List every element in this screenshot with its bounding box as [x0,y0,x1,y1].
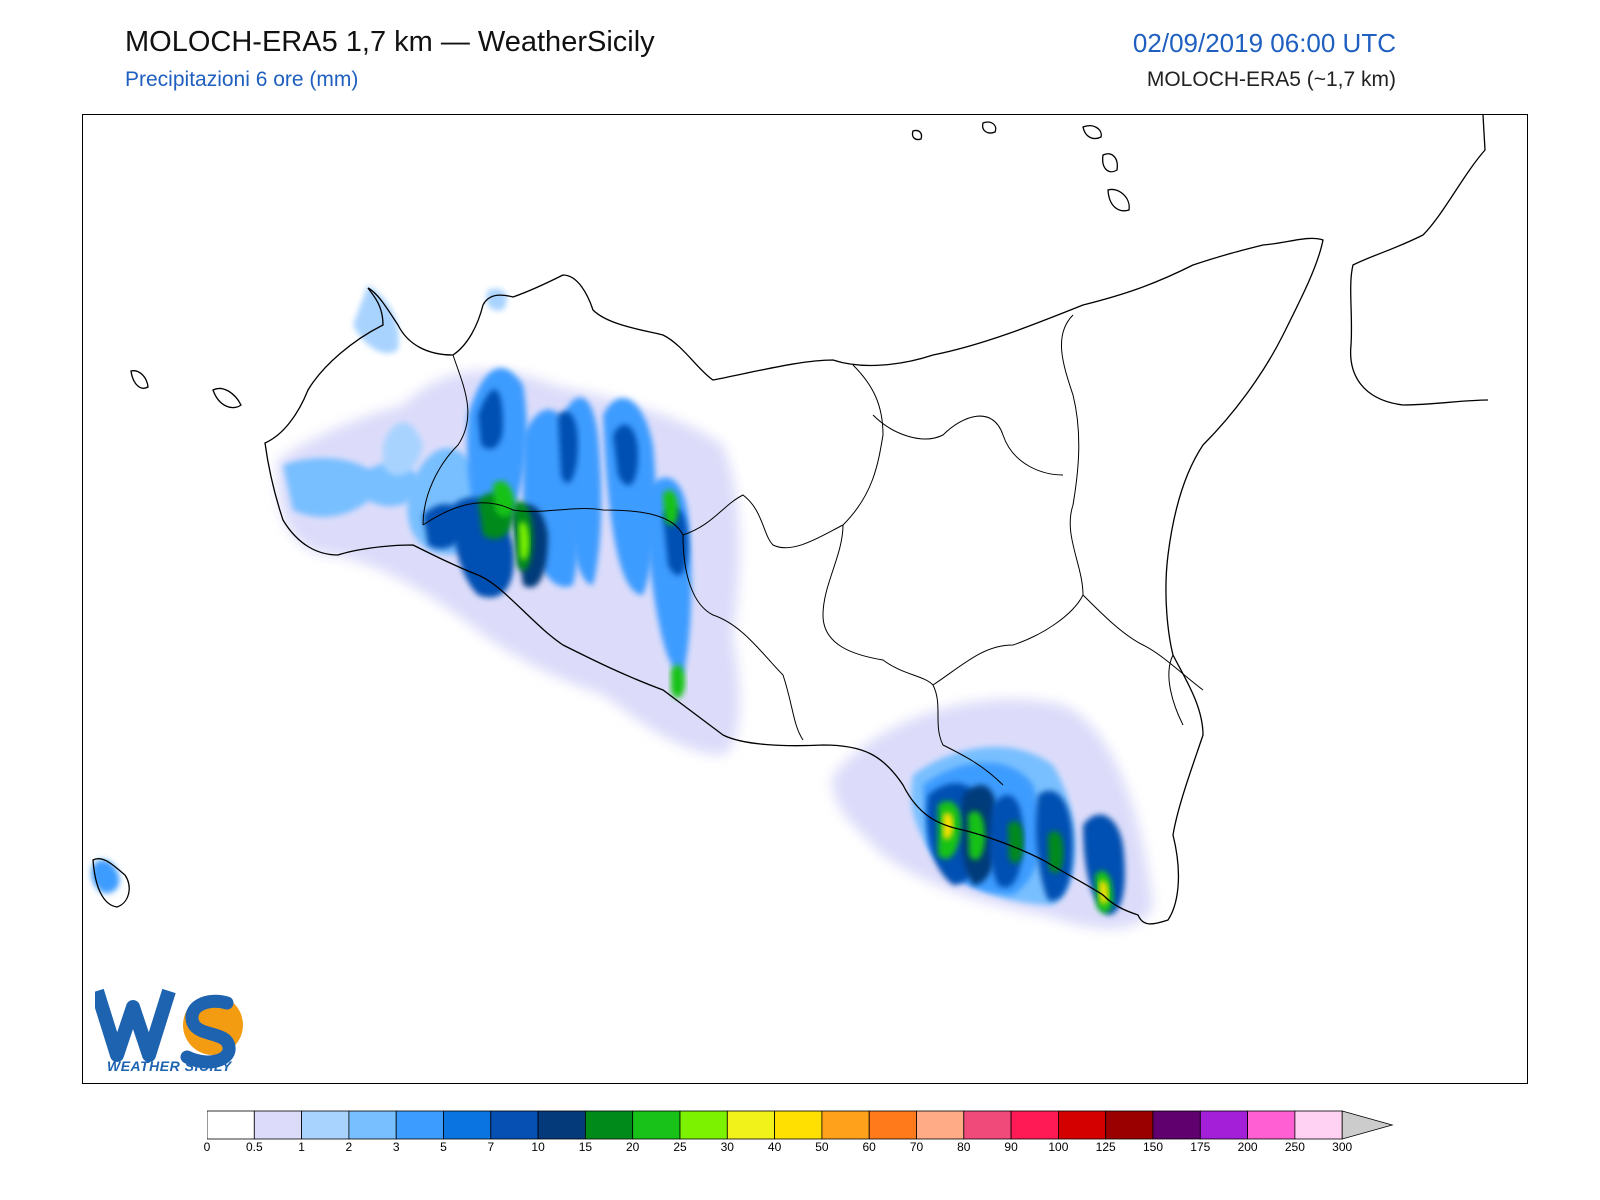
colorbar-tick-label: 40 [767,1140,782,1154]
colorbar-tick-label: 0 [203,1140,211,1154]
colorbar-swatch [726,1110,775,1140]
chart-subtitle: Precipitazioni 6 ore (mm) [125,68,359,91]
logo-caption: WEATHER SICILY [107,1058,232,1074]
colorbar-tick-label: 250 [1284,1140,1305,1154]
coastline [92,115,1489,925]
colorbar-tick-label: 15 [578,1140,593,1154]
precip-field-west [277,285,740,755]
colorbar-tick-label: 200 [1237,1140,1258,1154]
precipitation-map [91,115,1489,929]
colorbar-tick-label: 300 [1332,1140,1353,1154]
valid-datetime: 02/09/2019 06:00 UTC [1132,28,1396,58]
colorbar-swatch [584,1110,634,1140]
colorbar-tick-label: 20 [626,1140,640,1154]
colorbar-tick-label: 100 [1048,1140,1069,1154]
colorbar-tick-label: 70 [909,1140,924,1154]
colorbar-swatch [1105,1110,1154,1140]
colorbar-swatch [1152,1110,1201,1140]
colorbar-swatch [916,1110,965,1140]
colorbar-tick-label: 80 [957,1140,971,1154]
colorbar-tick-label: 125 [1095,1140,1116,1154]
colorbar-tick-label: 0.5 [245,1140,263,1154]
colorbar-swatch [1294,1110,1343,1140]
colorbar-swatch [1010,1110,1059,1140]
colorbar-tick-label: 3 [392,1140,400,1154]
colorbar-swatch [1247,1110,1296,1140]
colorbar-tick-label: 1 [298,1140,305,1154]
colorbar-swatch [207,1110,255,1140]
colorbar-overflow-arrow [1341,1110,1394,1140]
colorbar-tick-label: 2 [345,1140,353,1154]
colorbar-tick-label: 175 [1190,1140,1211,1154]
map-panel [82,114,1528,1084]
colorbar-tick-label: 60 [862,1140,876,1154]
model-resolution: MOLOCH-ERA5 (~1,7 km) [1146,68,1396,91]
weather-sicily-logo [95,988,243,1069]
colorbar-tick-label: 7 [487,1140,495,1154]
province-borders [422,314,1204,786]
colorbar-tick-label: 10 [531,1140,545,1154]
colorbar-swatch [537,1110,586,1140]
colorbar-swatch [868,1110,917,1140]
colorbar-swatch [679,1110,728,1140]
colorbar-tick-label: 90 [1004,1140,1018,1154]
colorbar-swatch [963,1110,1012,1140]
colorbar-tick-label: 5 [440,1140,447,1154]
chart-title: MOLOCH-ERA5 1,7 km — WeatherSicily [125,26,655,58]
colorbar-swatch [253,1110,302,1140]
colorbar-tick-label: 25 [673,1140,687,1154]
colorbar-swatch [1058,1110,1107,1140]
colorbar-swatch [490,1110,539,1140]
colorbar-swatch [821,1110,870,1140]
colorbar-swatch [632,1110,681,1140]
colorbar-swatch [348,1110,397,1140]
colorbar-tick-label: 50 [815,1140,829,1154]
precip-field-east [832,698,1153,929]
colorbar-tick-label: 30 [720,1140,734,1154]
colorbar-swatch [1199,1110,1248,1140]
precipitation-colorbar [207,1110,1394,1140]
colorbar-swatch [301,1110,350,1140]
colorbar-swatch [443,1110,492,1140]
colorbar-swatch [395,1110,444,1140]
colorbar-swatch [774,1110,823,1140]
colorbar-tick-label: 150 [1142,1140,1164,1154]
